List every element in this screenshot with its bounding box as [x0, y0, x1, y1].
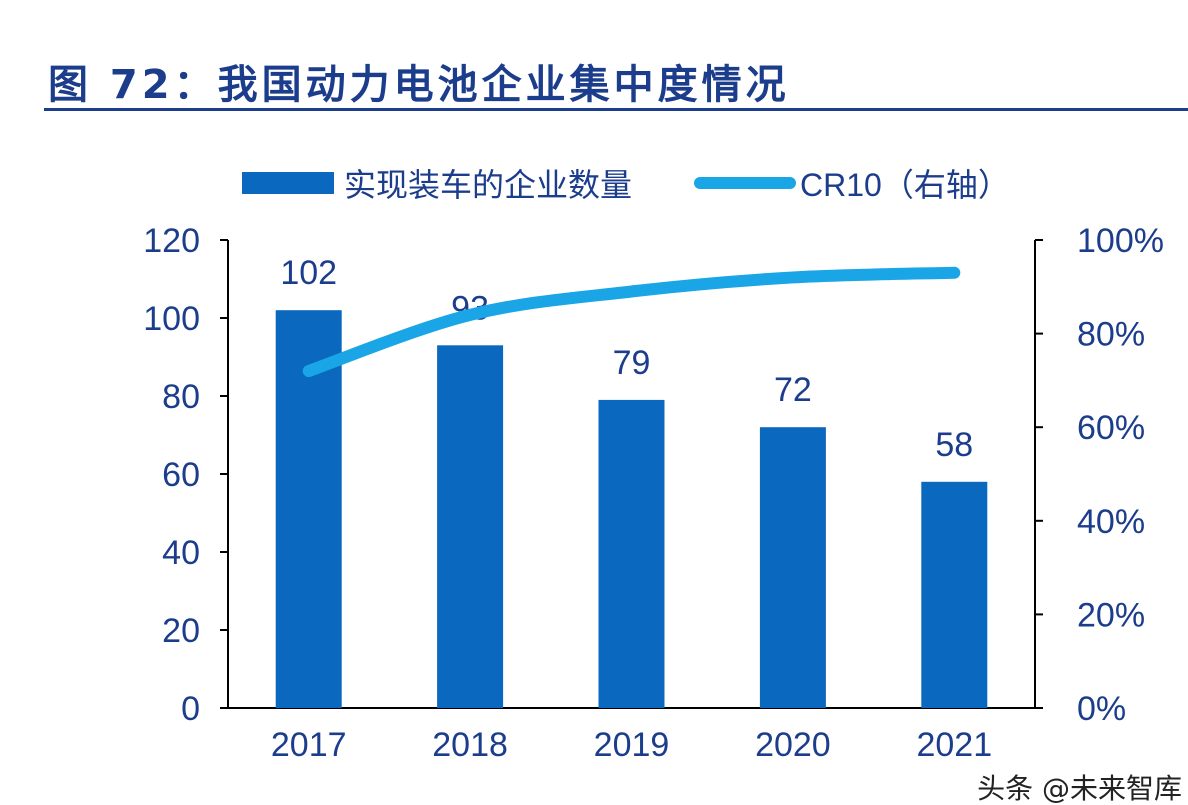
cr10-point-2019: [630, 290, 633, 293]
right-tick-label: 40%: [1077, 503, 1145, 541]
legend-line-label: CR10（右轴）: [800, 167, 1010, 203]
data-label: 102: [280, 254, 337, 292]
left-tick-label: 100: [143, 300, 200, 338]
left-tick-label: 20: [162, 612, 200, 650]
right-tick-label: 20%: [1077, 596, 1145, 634]
left-tick-label: 0: [181, 690, 200, 728]
legend-bar-swatch: [242, 172, 334, 194]
cr10-point-2020: [791, 276, 794, 279]
cr10-point-2017: [307, 370, 310, 373]
bar-2021: [921, 481, 988, 708]
legend-bar-label: 实现装车的企业数量: [344, 167, 632, 203]
left-tick-label: 120: [143, 222, 200, 260]
right-tick-label: 100%: [1077, 222, 1164, 260]
bar-2018: [437, 345, 504, 708]
title-underline: [44, 108, 1188, 111]
x-tick-label: 2017: [271, 726, 347, 764]
data-label: 58: [935, 426, 973, 464]
bar-2019: [598, 399, 665, 708]
figure-title: 图 72：我国动力电池企业集中度情况: [48, 62, 790, 108]
bar-2020: [759, 427, 826, 708]
x-tick-label: 2020: [755, 726, 831, 764]
left-tick-label: 80: [162, 378, 200, 416]
x-tick-label: 2019: [594, 726, 670, 764]
x-tick-label: 2018: [432, 726, 508, 764]
left-tick-label: 40: [162, 534, 200, 572]
cr10-point-2018: [469, 313, 472, 316]
left-tick-label: 60: [162, 456, 200, 494]
cr10-point-2021: [953, 271, 956, 274]
right-tick-label: 80%: [1077, 316, 1145, 354]
right-tick-label: 0%: [1077, 690, 1126, 728]
right-tick-label: 60%: [1077, 409, 1145, 447]
data-label: 79: [613, 344, 651, 382]
data-label: 72: [774, 371, 812, 409]
watermark: 头条 @未来智库: [977, 772, 1182, 805]
x-tick-label: 2021: [916, 726, 992, 764]
